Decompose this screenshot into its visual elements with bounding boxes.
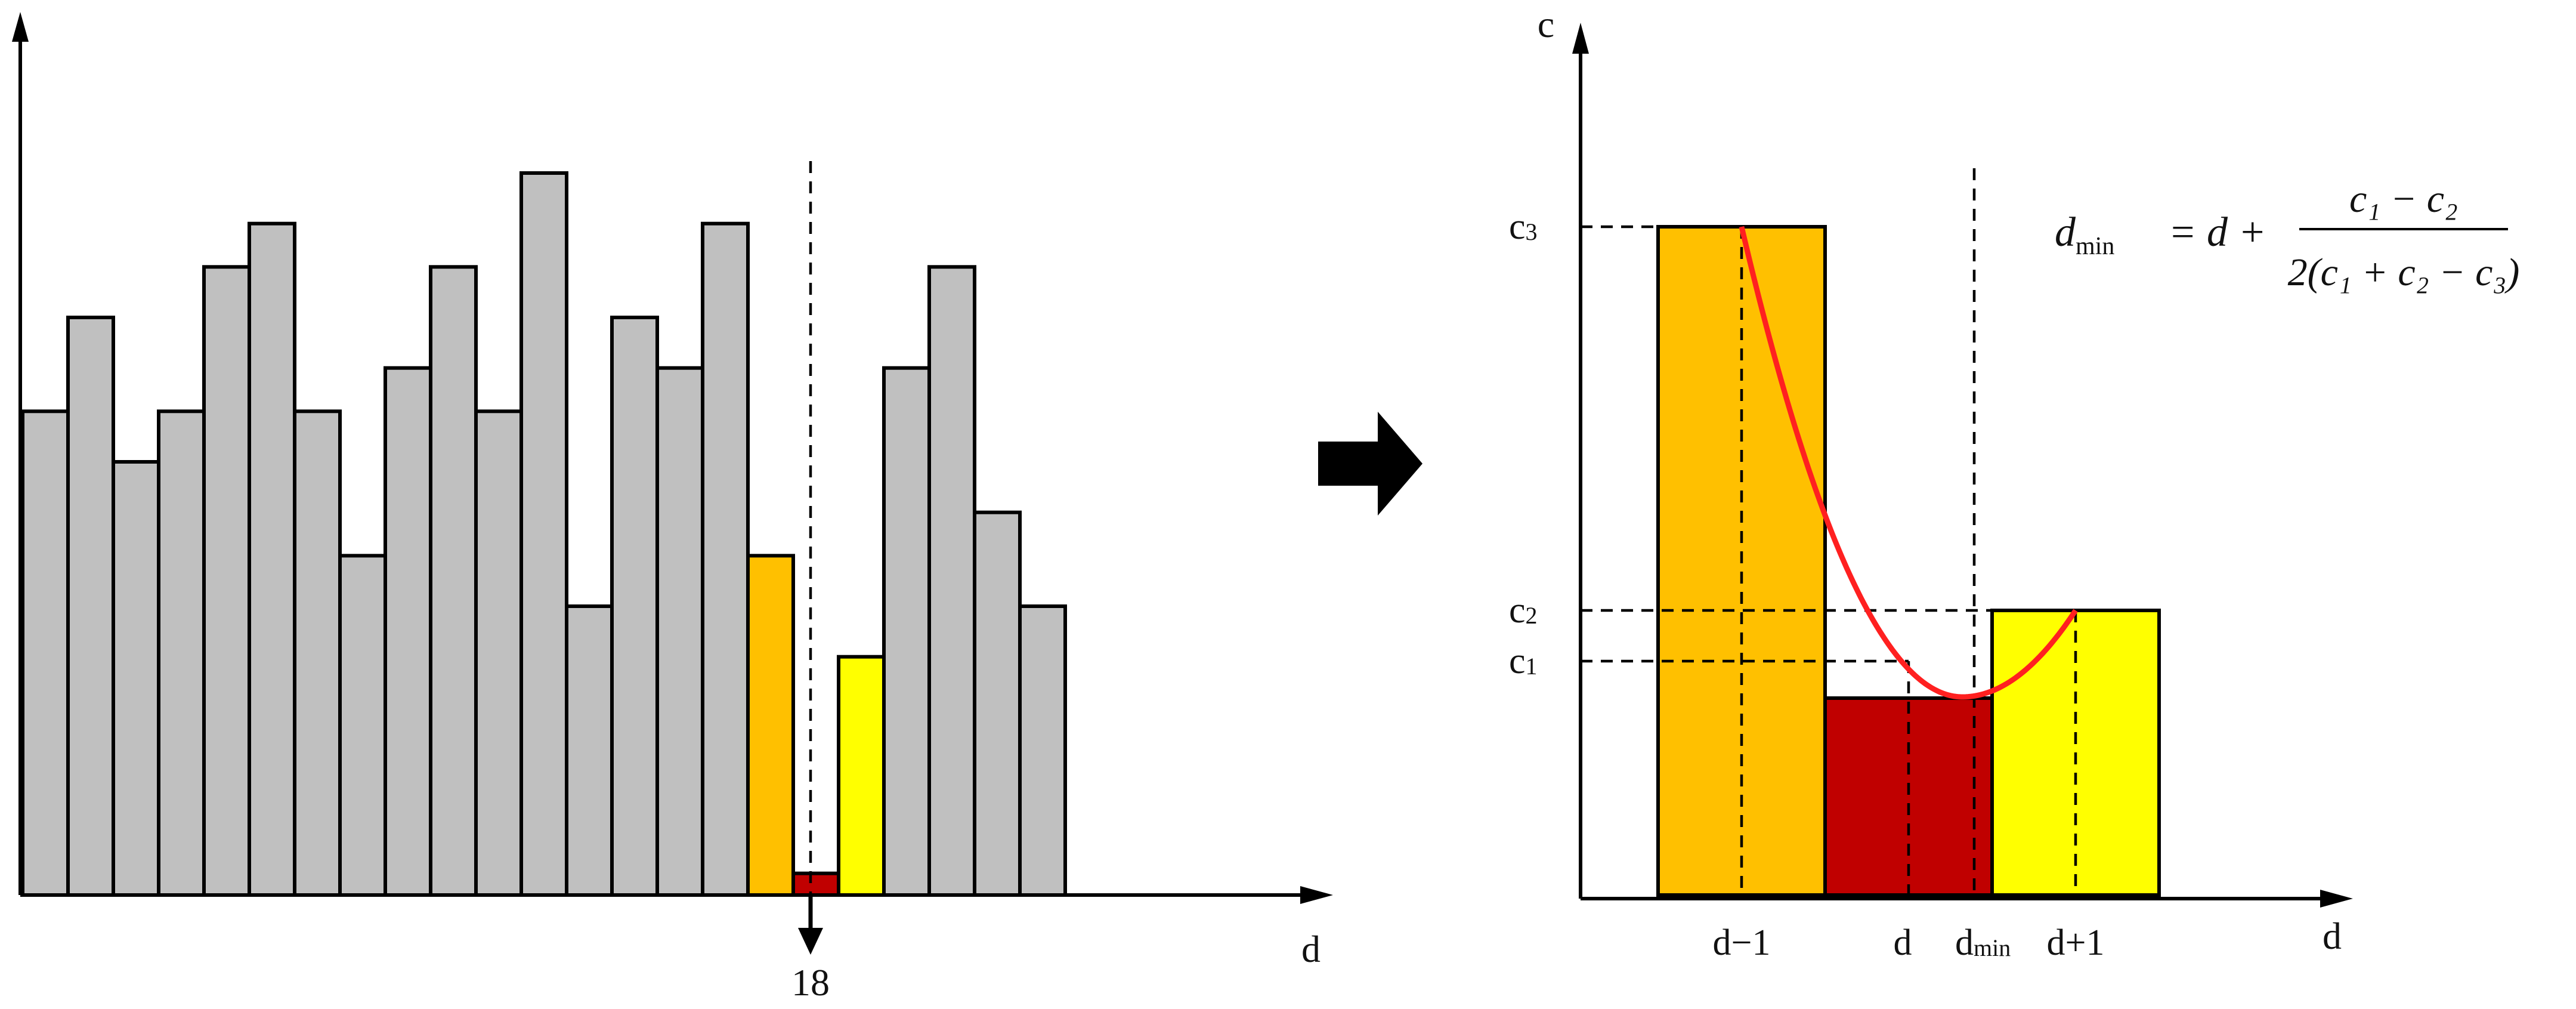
right-y-axis-label: c [1538,3,1554,45]
histogram-bar [837,655,886,897]
histogram-bar-min [791,871,840,897]
histogram-bar [112,460,160,897]
formula-numerator: c₁ − c₂ [2349,177,2458,221]
min-marker-arrowhead-icon [798,928,823,955]
left-bars [21,171,1067,897]
left-x-axis-arrowhead [1300,886,1333,904]
y-tick-c3: c3 [1509,206,1538,247]
histogram-bar [701,221,750,897]
histogram-bar [973,510,1022,897]
histogram-bar [248,221,296,897]
histogram-bar [474,409,523,897]
interpolation-curve [1739,226,2078,700]
histogram-bar [429,265,478,897]
left-y-axis-arrowhead [12,12,29,42]
histogram-bar [66,316,115,897]
histogram-bar [21,409,70,897]
x-tick-d: d [1894,922,1912,963]
histogram-bar [610,316,659,897]
formula-equals: = [2171,209,2194,255]
left-histogram: 18 d [12,12,1333,1004]
x-tick-d-plus-1: d+1 [2047,922,2105,963]
left-x-axis-label: d [1301,928,1321,970]
histogram-bar [202,265,251,897]
histogram-bar [882,366,931,897]
histogram-bar [565,604,614,897]
formula-denominator: 2(c₁ + c₂ − c₃) [2288,251,2520,294]
formula-lhs: dmin [2055,209,2114,260]
right-interpolation-plot: c d c3 c2 c1 d−1 d dmin d+1 dmin = d + c… [1509,3,2519,963]
histogram-bar [746,554,795,897]
histogram-bar [519,171,568,897]
y-tick-c2: c2 [1509,590,1538,631]
histogram-bar [384,366,432,897]
min-marker-label: 18 [791,961,830,1004]
histogram-bar [293,409,342,897]
x-tick-d-min: dmin [1955,922,2011,963]
histogram-bar [157,409,206,897]
histogram-bar [927,265,976,897]
right-x-axis-label: d [2323,915,2342,957]
right-y-axis-arrowhead [1572,23,1589,54]
x-tick-d-minus-1: d−1 [1713,922,1771,963]
formula: dmin = d + c₁ − c₂ 2(c₁ + c₂ − c₃) [2055,177,2519,294]
histogram-bar [655,366,704,897]
right-x-axis-arrowhead [2320,890,2353,908]
histogram-bar [1018,604,1067,897]
y-tick-c1: c1 [1509,641,1538,681]
histogram-bar [338,554,387,897]
formula-d-plus: d + [2207,209,2266,255]
right-arrow-icon [1318,412,1422,516]
